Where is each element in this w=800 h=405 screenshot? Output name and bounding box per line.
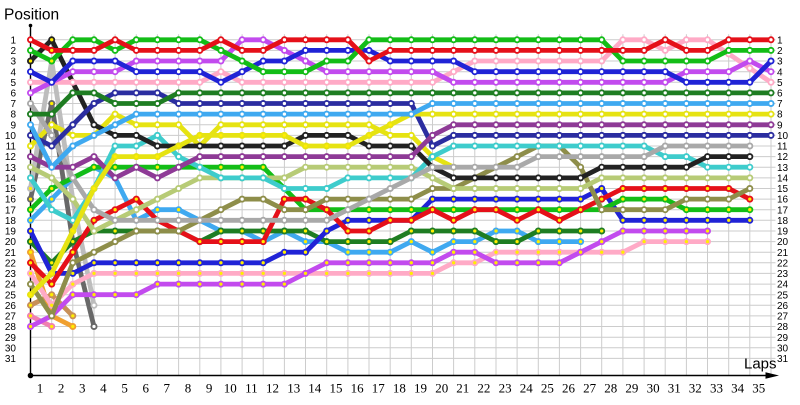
svg-text:29: 29 — [625, 381, 638, 396]
svg-text:12: 12 — [266, 381, 279, 396]
svg-text:22: 22 — [777, 258, 789, 269]
svg-text:1: 1 — [10, 35, 16, 46]
svg-text:6: 6 — [142, 381, 149, 396]
svg-text:19: 19 — [414, 381, 427, 396]
svg-text:13: 13 — [5, 163, 17, 174]
svg-text:16: 16 — [5, 195, 17, 206]
svg-text:2: 2 — [10, 46, 16, 57]
svg-text:29: 29 — [777, 333, 789, 344]
svg-text:16: 16 — [777, 195, 789, 206]
svg-text:25: 25 — [541, 381, 554, 396]
svg-text:28: 28 — [777, 322, 789, 333]
svg-text:14: 14 — [308, 381, 322, 396]
svg-text:22: 22 — [5, 258, 17, 269]
svg-text:26: 26 — [5, 301, 17, 312]
svg-text:3: 3 — [79, 381, 86, 396]
svg-text:20: 20 — [777, 237, 789, 248]
svg-text:6: 6 — [777, 89, 783, 100]
svg-text:18: 18 — [777, 216, 789, 227]
svg-text:7: 7 — [777, 99, 783, 110]
svg-text:7: 7 — [10, 99, 16, 110]
svg-text:17: 17 — [777, 205, 789, 216]
svg-text:4: 4 — [100, 381, 107, 396]
svg-text:29: 29 — [5, 333, 17, 344]
svg-text:24: 24 — [777, 280, 789, 291]
svg-text:21: 21 — [456, 381, 469, 396]
svg-text:9: 9 — [206, 381, 213, 396]
svg-text:34: 34 — [731, 381, 745, 396]
svg-text:18: 18 — [5, 216, 17, 227]
svg-text:30: 30 — [5, 343, 17, 354]
svg-text:14: 14 — [5, 174, 17, 185]
svg-text:19: 19 — [5, 227, 17, 238]
svg-text:10: 10 — [5, 131, 17, 142]
svg-text:13: 13 — [777, 163, 789, 174]
svg-text:19: 19 — [777, 227, 789, 238]
svg-text:23: 23 — [499, 381, 512, 396]
svg-text:30: 30 — [777, 343, 789, 354]
svg-text:5: 5 — [777, 78, 783, 89]
svg-text:17: 17 — [372, 381, 386, 396]
svg-text:8: 8 — [777, 110, 783, 121]
svg-text:28: 28 — [5, 322, 17, 333]
svg-text:4: 4 — [777, 67, 783, 78]
svg-text:26: 26 — [562, 381, 576, 396]
svg-text:Laps: Laps — [744, 356, 777, 373]
svg-text:27: 27 — [5, 312, 17, 323]
svg-text:17: 17 — [5, 205, 17, 216]
svg-text:35: 35 — [752, 381, 765, 396]
svg-text:14: 14 — [777, 174, 789, 185]
svg-text:11: 11 — [777, 142, 788, 153]
svg-text:31: 31 — [5, 354, 17, 365]
svg-text:3: 3 — [10, 57, 16, 68]
svg-text:24: 24 — [5, 280, 17, 291]
svg-text:4: 4 — [10, 67, 16, 78]
svg-text:21: 21 — [777, 248, 789, 259]
svg-text:16: 16 — [351, 381, 365, 396]
svg-text:13: 13 — [287, 381, 300, 396]
svg-text:6: 6 — [10, 89, 16, 100]
svg-text:18: 18 — [393, 381, 406, 396]
svg-text:5: 5 — [10, 78, 16, 89]
svg-text:32: 32 — [689, 381, 702, 396]
svg-text:25: 25 — [5, 290, 17, 301]
svg-text:11: 11 — [245, 381, 258, 396]
svg-text:15: 15 — [5, 184, 17, 195]
svg-text:9: 9 — [777, 120, 783, 131]
svg-text:25: 25 — [777, 290, 789, 301]
svg-text:23: 23 — [777, 269, 789, 280]
svg-text:27: 27 — [583, 381, 597, 396]
svg-text:2: 2 — [777, 46, 783, 57]
svg-text:22: 22 — [477, 381, 490, 396]
svg-text:10: 10 — [224, 381, 237, 396]
svg-text:21: 21 — [5, 248, 17, 259]
svg-text:24: 24 — [520, 381, 534, 396]
svg-text:2: 2 — [58, 381, 65, 396]
svg-text:28: 28 — [604, 381, 617, 396]
svg-text:31: 31 — [777, 354, 789, 365]
svg-text:8: 8 — [185, 381, 192, 396]
svg-text:Position: Position — [4, 7, 59, 24]
svg-text:27: 27 — [777, 312, 789, 323]
svg-text:8: 8 — [10, 110, 16, 121]
svg-text:5: 5 — [121, 381, 128, 396]
svg-text:26: 26 — [777, 301, 789, 312]
svg-text:30: 30 — [647, 381, 660, 396]
svg-text:15: 15 — [777, 184, 789, 195]
svg-text:12: 12 — [5, 152, 17, 163]
svg-text:23: 23 — [5, 269, 17, 280]
svg-text:20: 20 — [5, 237, 17, 248]
svg-text:1: 1 — [777, 35, 783, 46]
svg-text:20: 20 — [435, 381, 448, 396]
svg-text:33: 33 — [710, 381, 723, 396]
svg-text:7: 7 — [164, 381, 171, 396]
svg-text:1: 1 — [37, 381, 44, 396]
svg-text:10: 10 — [777, 131, 789, 142]
svg-text:11: 11 — [6, 142, 17, 153]
svg-text:3: 3 — [777, 57, 783, 68]
svg-text:9: 9 — [10, 120, 16, 131]
svg-text:15: 15 — [330, 381, 343, 396]
svg-text:12: 12 — [777, 152, 789, 163]
svg-text:31: 31 — [668, 381, 681, 396]
